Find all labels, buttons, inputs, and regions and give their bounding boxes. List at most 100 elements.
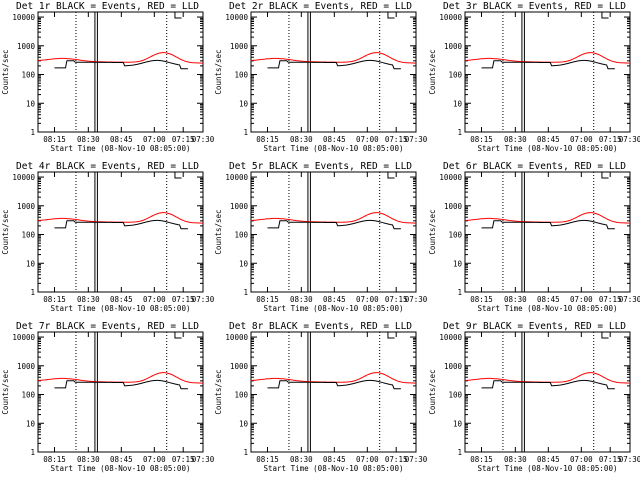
y-axis-label: Counts/sec [1,49,10,94]
y-tick-label: 10000 [12,173,35,182]
detector-panel-8: Det 8r BLACK = Events, RED = LLD 1 10 100 10… [214,321,428,473]
top-notch-marker [601,12,609,19]
lld-series-line [250,212,416,224]
y-tick-label: 10 [26,419,36,428]
x-axis-label: Start Time (08-Nov-10 08:05:00) [51,464,191,473]
plot-frame [37,171,204,293]
x-tick-label: 08:15 [256,455,279,464]
x-tick-label: 07:15 [385,135,408,144]
y-tick-label: 1 [30,288,35,297]
panel-title: Det 2r BLACK = Events, RED = LLD [229,1,412,12]
y-tick-label: 10 [26,259,36,268]
x-tick-label: 08:15 [43,135,66,144]
x-tick-label: 07:00 [356,455,379,464]
y-axis-label: Counts/sec [1,369,10,414]
top-notch-marker [387,12,395,19]
y-tick-label: 100 [21,71,35,80]
y-tick-label: 100 [448,391,462,400]
lld-series-line [464,52,630,64]
y-tick-label: 1 [30,448,35,457]
x-tick-label: 07:00 [143,295,166,304]
y-tick-label: 100 [448,71,462,80]
y-tick-label: 1000 [444,362,463,371]
events-series-line [54,219,188,230]
y-axis-label: Counts/sec [428,209,437,254]
y-tick-label: 10 [26,99,36,108]
x-axis-label: Start Time (08-Nov-10 08:05:00) [478,304,618,313]
top-notch-marker [387,172,395,179]
x-tick-label: 07:30 [619,295,640,304]
x-tick-label: 07:15 [599,135,622,144]
x-tick-label: 08:45 [110,455,133,464]
y-tick-label: 100 [21,391,35,400]
events-series-line [54,59,188,70]
x-tick-label: 07:00 [356,295,379,304]
x-axis-label: Start Time (08-Nov-10 08:05:00) [478,144,618,153]
x-tick-label: 08:30 [290,135,313,144]
y-tick-label: 100 [234,391,248,400]
x-axis-label: Start Time (08-Nov-10 08:05:00) [264,464,404,473]
y-tick-label: 100 [234,231,248,240]
y-tick-label: 1000 [17,42,36,51]
y-tick-label: 1000 [230,42,249,51]
x-tick-label: 07:15 [172,295,195,304]
x-axis-label: Start Time (08-Nov-10 08:05:00) [264,144,404,153]
x-tick-label: 08:45 [323,455,346,464]
x-tick-label: 08:15 [470,135,493,144]
y-tick-label: 1000 [444,202,463,211]
y-tick-label: 1 [457,288,462,297]
panel-title: Det 5r BLACK = Events, RED = LLD [229,161,412,172]
top-notch-marker [601,172,609,179]
x-tick-label: 08:30 [504,455,527,464]
events-series-line [267,59,401,70]
y-tick-label: 1 [30,128,35,137]
y-tick-label: 1000 [444,42,463,51]
x-tick-label: 07:30 [619,455,640,464]
detector-panel-9: Det 9r BLACK = Events, RED = LLD 1 10 100 10… [428,321,640,473]
plot-frame [464,331,631,453]
x-tick-label: 08:30 [77,455,100,464]
top-notch-marker [387,332,395,339]
panel-title: Det 7r BLACK = Events, RED = LLD [16,321,199,332]
y-tick-label: 10 [453,99,463,108]
panel-title: Det 1r BLACK = Events, RED = LLD [16,1,199,12]
events-series-line [267,219,401,230]
top-notch-marker [174,12,182,19]
top-notch-marker [174,172,182,179]
x-tick-label: 08:30 [77,135,100,144]
y-tick-label: 10000 [12,13,35,22]
detector-panel-2: Det 2r BLACK = Events, RED = LLD 1 10 100 10… [214,1,428,153]
x-tick-label: 07:15 [385,295,408,304]
x-tick-label: 08:30 [504,295,527,304]
plot-frame [37,331,204,453]
y-tick-label: 10 [239,99,249,108]
y-tick-label: 1 [243,128,248,137]
events-series-line [481,219,615,230]
events-series-line [481,59,615,70]
x-tick-label: 08:30 [290,295,313,304]
x-axis-label: Start Time (08-Nov-10 08:05:00) [51,144,191,153]
y-tick-label: 10000 [439,333,462,342]
lld-series-line [37,212,203,224]
y-tick-label: 100 [21,231,35,240]
plot-frame [464,171,631,293]
y-axis-label: Counts/sec [428,369,437,414]
lld-series-line [464,212,630,224]
detector-panel-6: Det 6r BLACK = Events, RED = LLD 1 10 100 10… [428,161,640,313]
plot-frame [250,331,417,453]
x-tick-label: 07:30 [405,135,428,144]
y-tick-label: 10000 [12,333,35,342]
x-axis-label: Start Time (08-Nov-10 08:05:00) [51,304,191,313]
y-tick-label: 10 [453,259,463,268]
y-tick-label: 1 [457,448,462,457]
x-tick-label: 07:00 [570,135,593,144]
panel-title: Det 4r BLACK = Events, RED = LLD [16,161,199,172]
x-tick-label: 08:45 [537,455,560,464]
plot-frame [37,11,204,133]
y-axis-label: Counts/sec [214,49,223,94]
x-tick-label: 08:15 [256,295,279,304]
y-tick-label: 1000 [230,362,249,371]
x-tick-label: 08:15 [256,135,279,144]
x-tick-label: 07:15 [599,295,622,304]
